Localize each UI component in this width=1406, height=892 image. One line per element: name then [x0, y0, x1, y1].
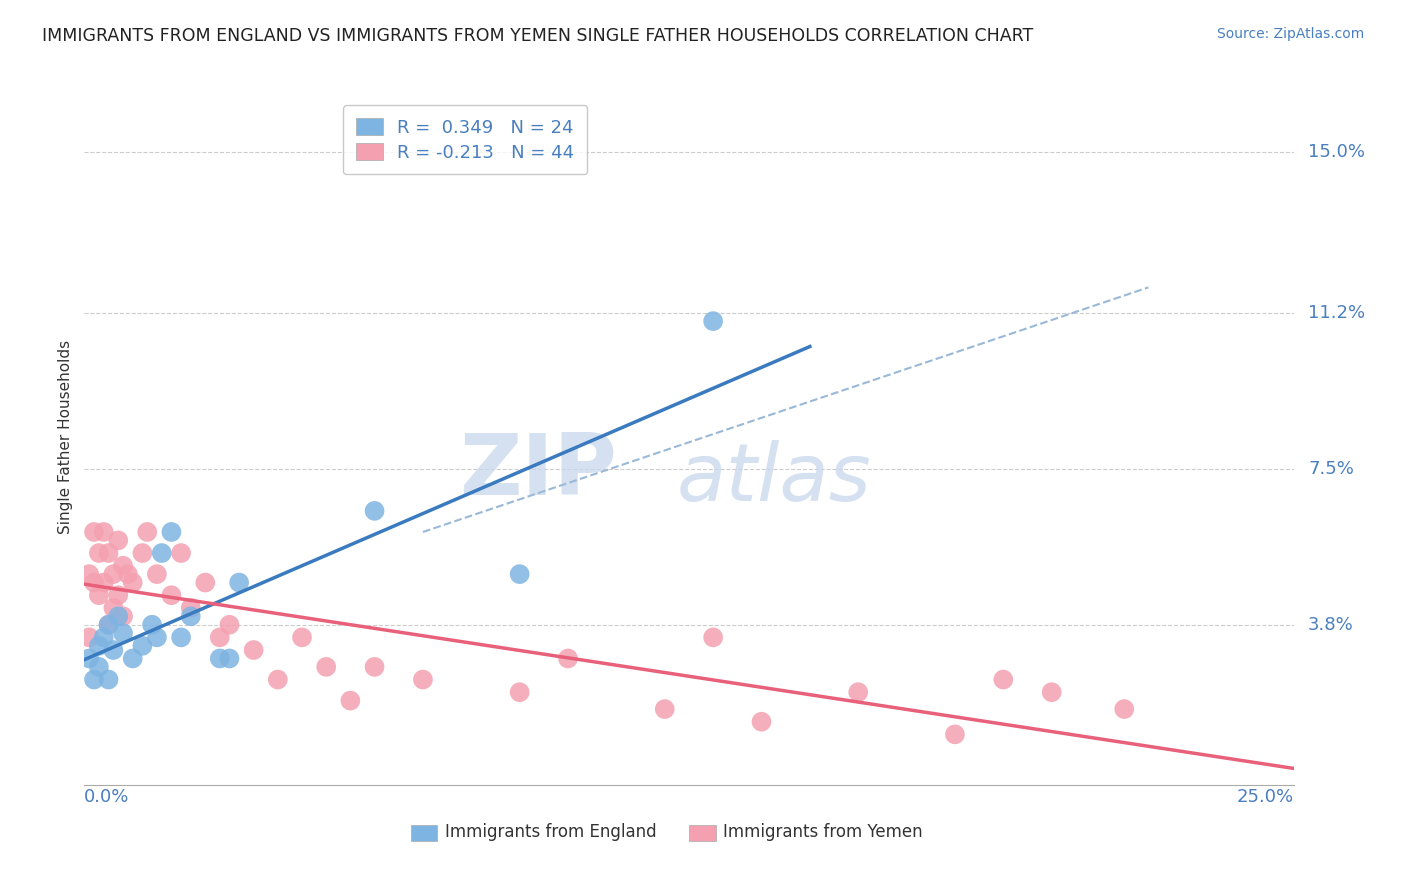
Point — [180, 600, 202, 615]
Point — [121, 651, 143, 665]
Text: 15.0%: 15.0% — [1308, 144, 1365, 161]
Bar — [411, 825, 437, 840]
Point — [702, 314, 724, 328]
Point — [339, 693, 361, 707]
Point — [943, 727, 966, 741]
Point — [218, 651, 240, 665]
Point — [993, 673, 1015, 687]
Bar — [689, 825, 716, 840]
Point — [509, 567, 531, 582]
Legend: R =  0.349   N = 24, R = -0.213   N = 44: R = 0.349 N = 24, R = -0.213 N = 44 — [343, 105, 588, 175]
Point — [141, 617, 163, 632]
Point — [112, 558, 135, 573]
Point — [107, 609, 129, 624]
Point — [315, 660, 337, 674]
Point — [103, 643, 125, 657]
Point — [117, 567, 139, 582]
Point — [242, 643, 264, 657]
Text: 0.0%: 0.0% — [84, 789, 129, 806]
Point — [146, 567, 169, 582]
Point — [208, 651, 231, 665]
Point — [77, 631, 100, 645]
Point — [83, 575, 105, 590]
Point — [87, 660, 110, 674]
Y-axis label: Single Father Households: Single Father Households — [58, 340, 73, 534]
Text: 3.8%: 3.8% — [1308, 615, 1354, 633]
Text: Immigrants from Yemen: Immigrants from Yemen — [723, 822, 922, 840]
Point — [180, 609, 202, 624]
Point — [87, 546, 110, 560]
Point — [160, 588, 183, 602]
Point — [103, 567, 125, 582]
Point — [170, 546, 193, 560]
Text: Source: ZipAtlas.com: Source: ZipAtlas.com — [1216, 27, 1364, 41]
Point — [87, 588, 110, 602]
Point — [112, 626, 135, 640]
Point — [97, 546, 120, 560]
Point — [146, 631, 169, 645]
Point — [97, 673, 120, 687]
Point — [112, 609, 135, 624]
Point — [654, 702, 676, 716]
Point — [93, 631, 115, 645]
Point — [83, 673, 105, 687]
Text: 7.5%: 7.5% — [1308, 459, 1354, 478]
Text: atlas: atlas — [676, 440, 870, 518]
Point — [97, 617, 120, 632]
Point — [83, 524, 105, 539]
Point — [412, 673, 434, 687]
Point — [291, 631, 314, 645]
Point — [1040, 685, 1063, 699]
Point — [107, 533, 129, 548]
Text: ZIP: ZIP — [458, 430, 616, 514]
Point — [557, 651, 579, 665]
Point — [208, 631, 231, 645]
Point — [170, 631, 193, 645]
Point — [228, 575, 250, 590]
Text: IMMIGRANTS FROM ENGLAND VS IMMIGRANTS FROM YEMEN SINGLE FATHER HOUSEHOLDS CORREL: IMMIGRANTS FROM ENGLAND VS IMMIGRANTS FR… — [42, 27, 1033, 45]
Point — [77, 567, 100, 582]
Text: 25.0%: 25.0% — [1236, 789, 1294, 806]
Point — [267, 673, 290, 687]
Point — [131, 639, 153, 653]
Point — [751, 714, 773, 729]
Point — [131, 546, 153, 560]
Text: Immigrants from England: Immigrants from England — [444, 822, 657, 840]
Point — [77, 651, 100, 665]
Point — [846, 685, 869, 699]
Point — [107, 588, 129, 602]
Point — [93, 575, 115, 590]
Point — [121, 575, 143, 590]
Point — [363, 660, 385, 674]
Point — [87, 639, 110, 653]
Point — [150, 546, 173, 560]
Point — [160, 524, 183, 539]
Text: 11.2%: 11.2% — [1308, 303, 1365, 322]
Point — [1114, 702, 1136, 716]
Point — [136, 524, 159, 539]
Point — [363, 504, 385, 518]
Point — [509, 685, 531, 699]
Point — [218, 617, 240, 632]
Point — [194, 575, 217, 590]
Point — [702, 631, 724, 645]
Point — [93, 524, 115, 539]
Point — [97, 617, 120, 632]
Point — [103, 600, 125, 615]
